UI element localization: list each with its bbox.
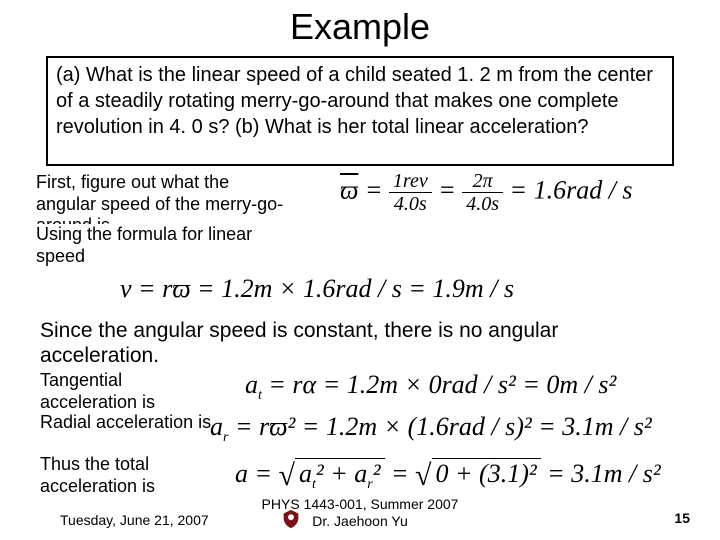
note-constant-omega: Since the angular speed is constant, the… (40, 318, 680, 368)
footer-center: PHYS 1443-001, Summer 2007 Dr. Jaehoon Y… (0, 496, 720, 530)
equation-a: a = at² + ar² = 0 + (3.1)² = 3.1m / s² (235, 456, 661, 493)
omega-result: = 1.6rad / s (503, 175, 633, 204)
footer-page-number: 15 (674, 510, 690, 526)
symbol-omega-bar: ϖ (340, 175, 358, 204)
slide-title: Example (0, 0, 720, 48)
note-radial: Radial acceleration is (40, 412, 220, 434)
note-total: Thus the total acceleration is (40, 454, 190, 497)
equation-v: ν = rϖ = 1.2m × 1.6rad / s = 1.9m / s (120, 274, 514, 304)
footer-course: PHYS 1443-001, Summer 2007 (262, 496, 459, 512)
note-tangential: Tangential acceleration is (40, 370, 220, 413)
equation-at: at = rα = 1.2m × 0rad / s² = 0m / s² (245, 370, 616, 404)
slide: Example (a) What is the linear speed of … (0, 0, 720, 540)
question-box: (a) What is the linear speed of a child … (46, 56, 674, 166)
equation-omega: ϖ = 1rev4.0s = 2π4.0s = 1.6rad / s (340, 170, 633, 215)
footer-author: Dr. Jaehoon Yu (312, 513, 407, 529)
note-linear-speed: Using the formula for linear speed (36, 224, 286, 267)
equation-ar: ar = rϖ² = 1.2m × (1.6rad / s)² = 3.1m /… (210, 412, 652, 446)
